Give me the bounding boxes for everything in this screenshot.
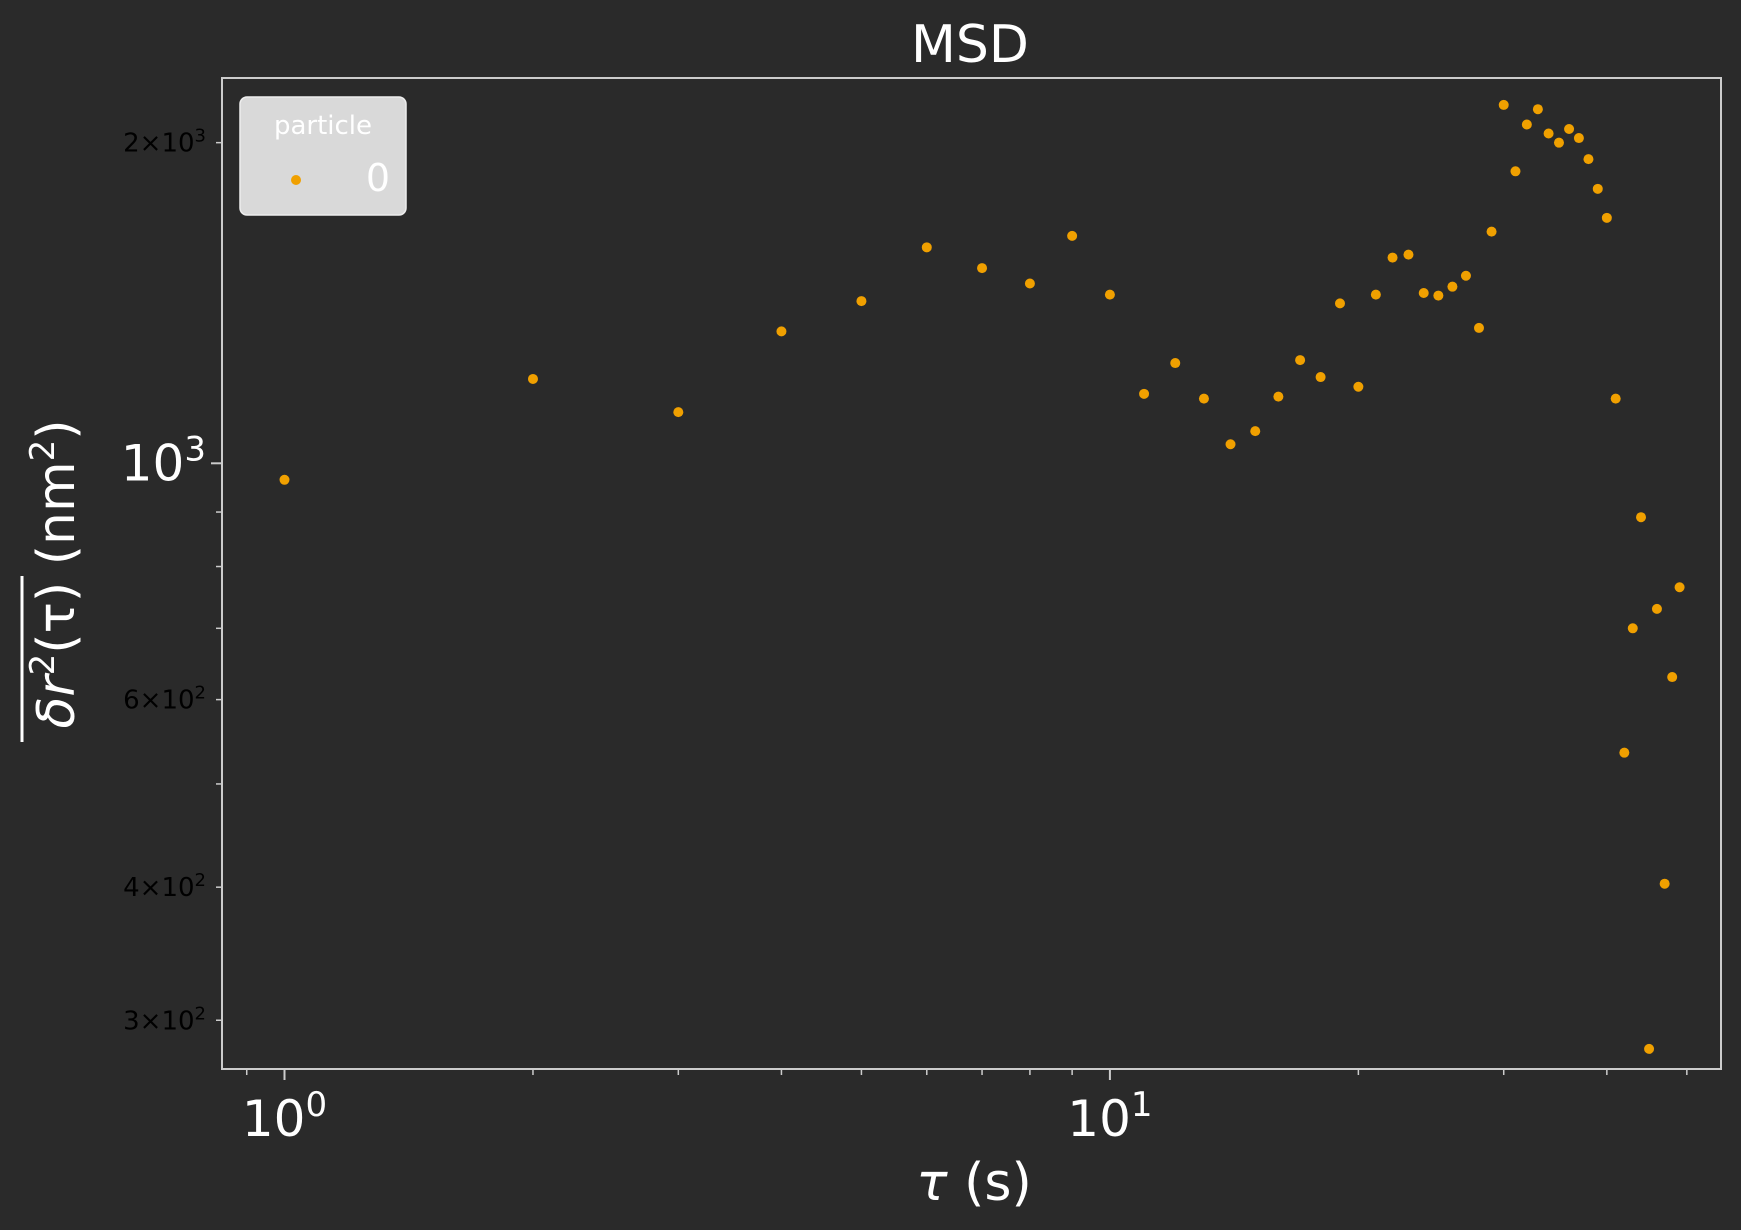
data-point [1583,154,1594,165]
data-point [1104,289,1115,300]
data-point [1024,278,1035,289]
data-point [1627,623,1638,634]
data-point [1473,322,1484,333]
svg-text:δr2(τ) (nm2): δr2(τ) (nm2) [23,419,87,728]
data-point [1644,1043,1655,1054]
data-point [1486,226,1497,237]
data-point [279,474,290,485]
axis-ticks: 100 101 103 2×103 6×102 4×102 3×102 [121,125,1688,1148]
x-tick-label: 100 [242,1085,327,1148]
legend: particle 0 [239,96,407,216]
legend-box [239,96,407,216]
data-point [1610,393,1621,404]
data-point [1334,298,1345,309]
legend-marker [291,175,301,185]
y-minor-tick-label: 6×102 [123,682,206,716]
data-point [1636,512,1647,523]
chart-title: MSD [911,15,1029,75]
data-point [1521,119,1532,130]
y-axis-label: δr2(τ) (nm2) [20,419,87,742]
data-point [1447,281,1458,292]
data-point [1498,99,1509,110]
data-point [1403,249,1414,260]
data-point [1674,582,1685,593]
data-point [1510,166,1521,177]
data-point [1139,388,1150,399]
data-point [1433,290,1444,301]
data-point [977,263,988,274]
data-point [1273,391,1284,402]
data-point [1619,747,1630,758]
data-point [1564,123,1575,134]
data-point [1418,288,1429,299]
data-point [1370,289,1381,300]
data-points [279,99,1685,1054]
data-point [673,407,684,418]
data-point [856,296,867,307]
legend-title: particle [274,111,372,141]
data-point [1250,426,1261,437]
data-point [1543,128,1554,139]
data-point [1170,358,1181,369]
data-point [1225,439,1236,450]
data-point [1460,270,1471,281]
y-minor-tick-label: 2×103 [123,125,206,159]
legend-entry-label: 0 [366,156,390,200]
data-point [1198,393,1209,404]
x-tick-label: 101 [1067,1085,1152,1148]
data-point [1353,381,1364,392]
y-tick-label: 103 [121,429,206,492]
data-point [1592,183,1603,194]
plot-frame [221,77,1722,1070]
data-point [1601,212,1612,223]
y-minor-tick-label: 4×102 [123,870,206,904]
data-point [1667,672,1678,683]
data-point [527,373,538,384]
data-point [1387,252,1398,263]
data-point [1295,355,1306,366]
x-axis-label: τ (s) [916,1153,1032,1213]
data-point [921,242,932,253]
data-point [1553,137,1564,148]
data-point [1659,878,1670,889]
data-point [1651,603,1662,614]
y-minor-tick-label: 3×102 [123,1003,206,1037]
data-point [1532,104,1543,115]
data-point [1573,133,1584,144]
data-point [776,326,787,337]
data-point [1067,230,1078,241]
data-point [1315,372,1326,383]
